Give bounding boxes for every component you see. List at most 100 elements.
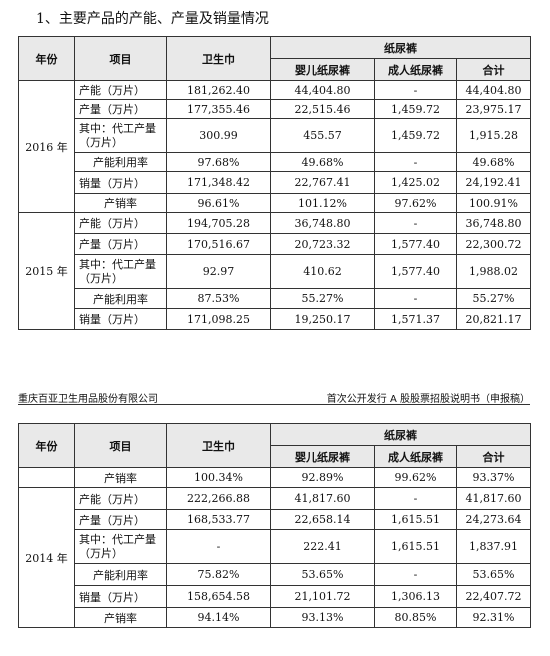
cell-adult-diaper: 1,459.72 — [374, 118, 457, 153]
year-cell: 2016 年 — [18, 80, 75, 213]
year-cell: 2015 年 — [18, 212, 75, 330]
cell-baby-diaper: 53.65% — [270, 563, 375, 586]
cell-baby-diaper: 101.12% — [270, 193, 375, 213]
row-label: 销量（万片） — [74, 585, 167, 608]
cell-baby-diaper: 222.41 — [270, 529, 375, 564]
cell-sanitary-napkin: 100.34% — [166, 467, 271, 488]
cell-adult-diaper: 1,425.02 — [374, 171, 457, 194]
cell-adult-diaper: 1,615.51 — [374, 529, 457, 564]
header-adult-diaper: 成人纸尿裤 — [374, 58, 457, 81]
cell-total: 36,748.80 — [455, 212, 532, 234]
cell-total: 23,975.17 — [455, 99, 532, 119]
table-row: 产销率 94.14% 93.13% 80.85% 92.31% — [19, 607, 532, 628]
table-row: 销量（万片） 171,098.25 19,250.17 1,571.37 20,821.… — [19, 308, 532, 330]
header-baby-diaper: 婴儿纸尿裤 — [270, 58, 375, 81]
cell-adult-diaper: 1,577.40 — [374, 254, 457, 289]
table-row: 2016 年产能（万片） 181,262.40 44,404.80-44,404.8… — [18, 80, 532, 213]
cell-baby-diaper: 20,723.32 — [270, 233, 375, 255]
cell-sanitary-napkin: - — [166, 529, 271, 564]
cell-total: 41,817.60 — [455, 487, 532, 510]
table-row: 产量（万片） 168,533.77 22,658.14 1,615.51 24,273.… — [19, 509, 532, 530]
header-adult-diaper: 成人纸尿裤 — [374, 445, 457, 468]
cell-sanitary-napkin: 194,705.28 — [166, 212, 271, 234]
cell-total: 24,192.41 — [455, 171, 532, 194]
header-year: 年份 — [18, 36, 75, 81]
cell-baby-diaper: 93.13% — [270, 607, 375, 628]
row-label: 产能（万片） — [74, 487, 167, 510]
table-row: 销量（万片） 158,654.58 21,101.72 1,306.13 22,407.… — [19, 585, 532, 608]
row-label: 其中：代工产量（万片） — [74, 118, 167, 153]
cell-adult-diaper: - — [374, 288, 457, 309]
cell-total: 55.27% — [455, 288, 532, 309]
cell-total: 49.68% — [455, 152, 532, 172]
header-year: 年份 — [18, 423, 75, 468]
cell-adult-diaper: - — [374, 487, 457, 510]
cell-total: 22,300.72 — [455, 233, 532, 255]
cell-total: 1,915.28 — [455, 118, 532, 153]
row-label: 销量（万片） — [74, 171, 167, 194]
cell-baby-diaper: 55.27% — [270, 288, 375, 309]
row-label: 销量（万片） — [74, 308, 167, 330]
cell-sanitary-napkin: 94.14% — [166, 607, 271, 628]
cell-adult-diaper: 97.62% — [374, 193, 457, 213]
header-total: 合计 — [455, 445, 532, 468]
table-row: 产量（万片） 170,516.67 20,723.32 1,577.40 22,300.… — [19, 233, 532, 255]
table-row: 产能利用率 97.68% 49.68% -49.68% — [19, 152, 532, 172]
cell-adult-diaper: - — [374, 563, 457, 586]
cell-total: 1,837.91 — [455, 529, 532, 564]
capacity-table-2016-2015: 年份 项目 卫生巾 纸尿裤 婴儿纸尿裤 成人纸尿裤 合计 2016 年产能（万片… — [18, 36, 532, 330]
cell-adult-diaper: 1,577.40 — [374, 233, 457, 255]
capacity-table-2014: 年份 项目 卫生巾 纸尿裤 婴儿纸尿裤 成人纸尿裤 合计 产销率 100.34% 9… — [18, 423, 532, 628]
cell-baby-diaper: 22,515.46 — [270, 99, 375, 119]
header-sanitary-napkin: 卫生巾 — [166, 423, 271, 468]
cell-sanitary-napkin: 168,533.77 — [166, 509, 271, 530]
row-label: 其中：代工产量（万片） — [74, 254, 167, 289]
cell-sanitary-napkin: 96.61% — [166, 193, 271, 213]
row-label: 产量（万片） — [74, 509, 167, 530]
header-item: 项目 — [74, 423, 167, 468]
cell-total: 44,404.80 — [455, 80, 532, 100]
year-cell — [18, 467, 75, 488]
row-label: 其中：代工产量（万片） — [74, 529, 167, 564]
cell-baby-diaper: 22,658.14 — [270, 509, 375, 530]
table-row: 产能利用率 75.82% 53.65% -53.65% — [19, 563, 532, 586]
row-label: 产销率 — [74, 607, 167, 628]
cell-baby-diaper: 21,101.72 — [270, 585, 375, 608]
table-row: 2015 年产能（万片） 194,705.28 36,748.80-36,748.8… — [18, 212, 532, 330]
cell-total: 22,407.72 — [455, 585, 532, 608]
cell-baby-diaper: 410.62 — [270, 254, 375, 289]
cell-sanitary-napkin: 75.82% — [166, 563, 271, 586]
header-item: 项目 — [74, 36, 167, 81]
cell-adult-diaper: - — [374, 80, 457, 100]
cell-total: 53.65% — [455, 563, 532, 586]
section-heading: 1、主要产品的产能、产量及销量情况 — [36, 11, 269, 27]
cell-total: 20,821.17 — [455, 308, 532, 330]
cell-total: 24,273.64 — [455, 509, 532, 530]
cell-sanitary-napkin: 158,654.58 — [166, 585, 271, 608]
cell-adult-diaper: - — [374, 212, 457, 234]
row-label: 产销率 — [74, 193, 167, 213]
cell-baby-diaper: 19,250.17 — [270, 308, 375, 330]
table-row: 其中：代工产量（万片） 92.97 410.62 1,577.40 1,988.02 — [19, 254, 532, 289]
row-label: 产量（万片） — [74, 233, 167, 255]
footer-company: 重庆百亚卫生用品股份有限公司 — [18, 394, 158, 405]
table-row: 产销率 100.34% 92.89% 99.62% 93.37% — [18, 467, 532, 488]
cell-baby-diaper: 36,748.80 — [270, 212, 375, 234]
cell-sanitary-napkin: 171,098.25 — [166, 308, 271, 330]
table-row: 2014 年产能（万片） 222,266.88 41,817.60-41,817.6… — [18, 487, 532, 628]
cell-adult-diaper: 99.62% — [374, 467, 457, 488]
cell-baby-diaper: 49.68% — [270, 152, 375, 172]
cell-sanitary-napkin: 87.53% — [166, 288, 271, 309]
header-baby-diaper: 婴儿纸尿裤 — [270, 445, 375, 468]
header-sanitary-napkin: 卫生巾 — [166, 36, 271, 81]
cell-baby-diaper: 44,404.80 — [270, 80, 375, 100]
cell-total: 100.91% — [455, 193, 532, 213]
header-total: 合计 — [455, 58, 532, 81]
row-label: 产能利用率 — [74, 288, 167, 309]
cell-baby-diaper: 22,767.41 — [270, 171, 375, 194]
cell-adult-diaper: 1,615.51 — [374, 509, 457, 530]
table-row: 销量（万片） 171,348.42 22,767.41 1,425.02 24,192.… — [19, 171, 532, 194]
row-label: 产销率 — [74, 467, 167, 488]
cell-baby-diaper: 41,817.60 — [270, 487, 375, 510]
table-row: 产销率 96.61% 101.12% 97.62% 100.91% — [19, 193, 532, 213]
